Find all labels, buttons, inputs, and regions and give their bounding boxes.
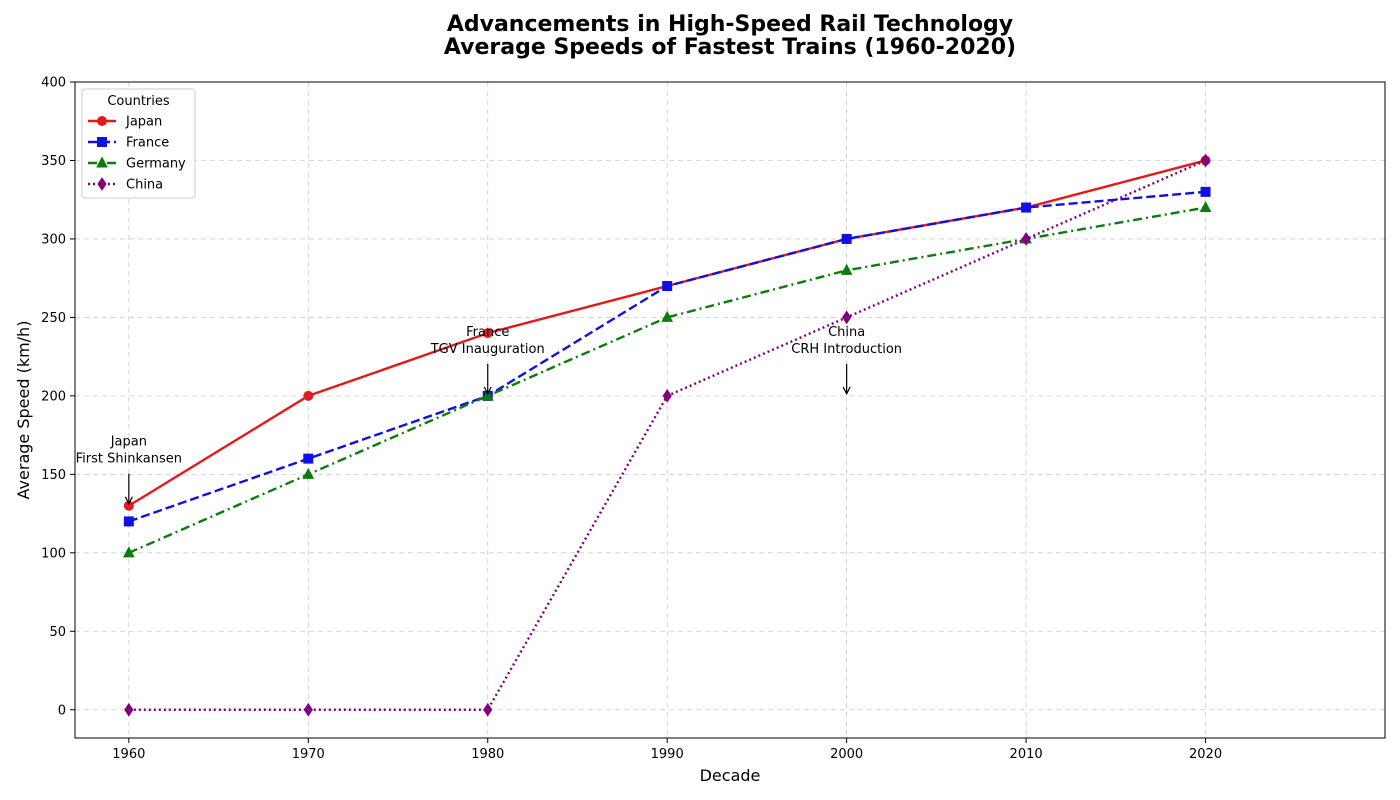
legend-title: Countries [107,94,170,109]
legend-item-china: China [88,177,163,193]
x-axis-label: Decade [700,766,761,785]
data-point-france [841,233,852,244]
annotation-japan: Japan First Shinkansen [76,435,182,506]
data-point-france [1021,202,1032,213]
data-point-germany [123,546,135,558]
annotation-arrowhead [842,386,851,396]
series-china [124,153,1211,717]
series-layer [123,153,1212,717]
chart-subtitle: Average Speeds of Fastest Trains (1960-2… [444,35,1016,60]
annotation-text: TGV Inauguration [430,342,545,357]
x-tick-label: 1980 [471,747,504,762]
y-tick-label: 0 [58,703,66,718]
data-point-china [1021,232,1031,246]
x-tick-label: 2020 [1189,747,1222,762]
data-point-japan [482,328,493,339]
data-point-china [303,702,313,717]
legend-label: China [126,178,163,193]
data-point-china [483,702,493,717]
x-tick-label: 1960 [112,747,145,762]
legend-item-japan: Japan [88,115,162,130]
legend-swatch-marker [97,116,107,126]
y-tick-label: 350 [41,154,66,169]
y-tick-label: 250 [41,311,66,326]
data-point-france [123,516,134,527]
y-tick-label: 50 [49,625,66,640]
data-point-china [842,310,852,325]
annotation-arrowhead [483,386,492,396]
annotation-text: Japan [110,435,147,450]
annotation-china: China CRH Introduction [791,325,902,396]
y-tick-label: 150 [41,468,66,483]
annotation-text: France [466,325,509,340]
data-point-france [1200,186,1211,197]
annotation-france: France TGV Inauguration [430,325,545,396]
x-tick-label: 1990 [651,747,684,762]
data-point-japan [303,390,314,401]
data-point-germany [840,263,853,275]
legend-label: Germany [126,157,186,172]
data-point-france [303,453,314,464]
data-point-china [1200,153,1211,168]
legend-swatch-marker [96,156,108,168]
legend-box [81,88,196,199]
legend-swatch-marker [97,137,107,147]
data-point-germany [661,310,674,322]
chart-title: Advancements in High-Speed Rail Technolo… [447,12,1013,37]
y-tick-label: 200 [41,389,66,404]
annotation-text: CRH Introduction [791,342,902,357]
legend: Countries Japan France Germany China [81,88,196,199]
y-axis-label: Average Speed (km/h) [14,321,33,500]
data-point-china [124,702,134,717]
y-tick-label: 100 [41,546,66,561]
legend-item-germany: Germany [88,156,186,172]
legend-label: Japan [125,115,162,130]
data-point-france [662,281,673,292]
data-point-germany [302,467,315,479]
annotation-text: China [828,325,865,340]
legend-swatch-marker [97,177,107,191]
annotation-text: First Shinkansen [76,452,182,467]
y-tick-label: 300 [41,232,66,247]
annotation-arrowhead [124,496,133,506]
legend-label: France [126,136,169,151]
x-tick-label: 2000 [830,747,863,762]
axes: 1960 1970 1980 1990 2000 2010 2020 0 50 100 150 200… [41,76,1386,762]
legend-item-france: France [88,136,169,151]
x-tick-label: 2010 [1010,747,1043,762]
x-tick-label: 1970 [292,747,325,762]
data-point-china [662,388,672,403]
data-point-germany [1199,200,1212,213]
plot-frame [74,81,1386,739]
annotations: Japan First Shinkansen France TGV Inaugurat… [76,325,902,506]
y-tick-label: 400 [41,76,66,91]
